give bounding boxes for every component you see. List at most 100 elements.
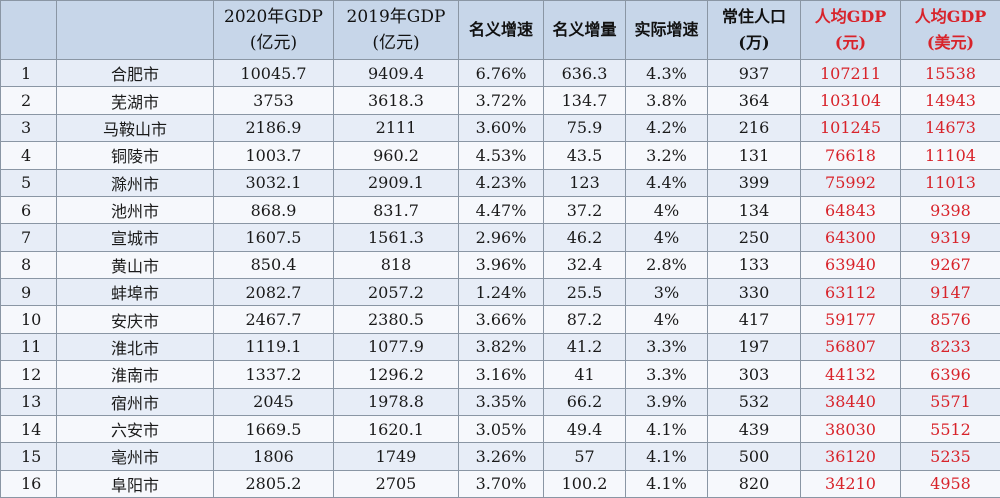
gdp-2019-cell: 1077.9 bbox=[333, 332, 459, 362]
per-capita-usd-cell: 11013 bbox=[900, 168, 1000, 197]
population-cell: 303 bbox=[707, 360, 801, 389]
gdp-2020-cell: 2186.9 bbox=[213, 113, 334, 143]
header-row: 2020年GDP (亿元) 2019年GDP (亿元) 名义增速 名义增量 实际… bbox=[0, 0, 1000, 60]
nominal-growth-cell: 3.60% bbox=[458, 113, 544, 143]
nominal-increase-cell: 41.2 bbox=[543, 332, 626, 362]
gdp-2019-cell: 1620.1 bbox=[333, 414, 459, 444]
city-cell: 合肥市 bbox=[56, 58, 214, 88]
population-cell: 133 bbox=[707, 250, 801, 280]
population-cell: 532 bbox=[707, 387, 801, 416]
gdp-2019-cell: 818 bbox=[333, 250, 459, 280]
table-row: 15 亳州市 1806 1749 3.26% 57 4.1% 500 36120 5235 bbox=[0, 442, 1000, 471]
gdp-2019-cell: 2380.5 bbox=[333, 305, 459, 334]
gdp-2019-cell: 2057.2 bbox=[333, 277, 459, 307]
per-capita-cny-cell: 75992 bbox=[800, 168, 901, 197]
gdp-2020-cell: 1337.2 bbox=[213, 360, 334, 389]
header-population-title: 常住人口 bbox=[721, 7, 786, 26]
table-row: 9 蚌埠市 2082.7 2057.2 1.24% 25.5 3% 330 63112 9147 bbox=[0, 277, 1000, 307]
nominal-increase-cell: 32.4 bbox=[543, 250, 626, 280]
per-capita-cny-cell: 34210 bbox=[800, 469, 901, 498]
per-capita-usd-cell: 5512 bbox=[900, 414, 1000, 444]
nominal-increase-cell: 636.3 bbox=[543, 58, 626, 88]
rank-cell: 16 bbox=[0, 469, 57, 498]
table-row: 10 安庆市 2467.7 2380.5 3.66% 87.2 4% 417 59177 8576 bbox=[0, 305, 1000, 334]
population-cell: 134 bbox=[707, 195, 801, 225]
city-cell: 蚌埠市 bbox=[56, 277, 214, 307]
header-per-capita-cny-unit: (元) bbox=[834, 33, 867, 52]
nominal-growth-cell: 3.96% bbox=[458, 250, 544, 280]
header-nominal-increase: 名义增量 bbox=[543, 0, 626, 60]
nominal-growth-cell: 3.05% bbox=[458, 414, 544, 444]
header-gdp-2020-unit: (亿元) bbox=[249, 33, 298, 53]
nominal-growth-cell: 3.26% bbox=[458, 442, 544, 471]
gdp-2019-cell: 1978.8 bbox=[333, 387, 459, 416]
rank-cell: 5 bbox=[0, 168, 57, 197]
table-row: 7 宣城市 1607.5 1561.3 2.96% 46.2 4% 250 64300 9319 bbox=[0, 223, 1000, 252]
header-population: 常住人口 (万) bbox=[707, 0, 801, 60]
per-capita-cny-cell: 56807 bbox=[800, 332, 901, 362]
gdp-2019-cell: 2705 bbox=[333, 469, 459, 498]
per-capita-usd-cell: 5235 bbox=[900, 442, 1000, 471]
city-cell: 安庆市 bbox=[56, 305, 214, 334]
nominal-growth-cell: 4.53% bbox=[458, 141, 544, 170]
gdp-2019-cell: 1749 bbox=[333, 442, 459, 471]
rank-cell: 1 bbox=[0, 58, 57, 88]
population-cell: 820 bbox=[707, 469, 801, 498]
per-capita-cny-cell: 101245 bbox=[800, 113, 901, 143]
nominal-growth-cell: 3.66% bbox=[458, 305, 544, 334]
table-row: 12 淮南市 1337.2 1296.2 3.16% 41 3.3% 303 44132 6396 bbox=[0, 360, 1000, 389]
table-row: 5 滁州市 3032.1 2909.1 4.23% 123 4.4% 399 75992 1101… bbox=[0, 168, 1000, 197]
gdp-2020-cell: 2467.7 bbox=[213, 305, 334, 334]
per-capita-usd-cell: 15538 bbox=[900, 58, 1000, 88]
gdp-2020-cell: 850.4 bbox=[213, 250, 334, 280]
header-population-unit: (万) bbox=[738, 33, 770, 52]
city-cell: 宿州市 bbox=[56, 387, 214, 416]
per-capita-cny-cell: 63940 bbox=[800, 250, 901, 280]
table-row: 2 芜湖市 3753 3618.3 3.72% 134.7 3.8% 364 103104 149… bbox=[0, 86, 1000, 115]
gdp-2020-cell: 2082.7 bbox=[213, 277, 334, 307]
rank-cell: 10 bbox=[0, 305, 57, 334]
gdp-2020-cell: 3753 bbox=[213, 86, 334, 115]
table-row: 8 黄山市 850.4 818 3.96% 32.4 2.8% 133 63940 9267 bbox=[0, 250, 1000, 280]
rank-cell: 11 bbox=[0, 332, 57, 362]
nominal-growth-cell: 3.82% bbox=[458, 332, 544, 362]
per-capita-cny-cell: 76618 bbox=[800, 141, 901, 170]
per-capita-usd-cell: 8576 bbox=[900, 305, 1000, 334]
table-row: 16 阜阳市 2805.2 2705 3.70% 100.2 4.1% 820 34210 495… bbox=[0, 469, 1000, 498]
table-body: 1 合肥市 10045.7 9409.4 6.76% 636.3 4.3% 937 107211… bbox=[0, 58, 1000, 498]
gdp-2020-cell: 1806 bbox=[213, 442, 334, 471]
per-capita-usd-cell: 4958 bbox=[900, 469, 1000, 498]
header-city bbox=[56, 0, 214, 60]
nominal-increase-cell: 37.2 bbox=[543, 195, 626, 225]
city-cell: 黄山市 bbox=[56, 250, 214, 280]
population-cell: 216 bbox=[707, 113, 801, 143]
city-cell: 池州市 bbox=[56, 195, 214, 225]
nominal-growth-cell: 3.72% bbox=[458, 86, 544, 115]
nominal-increase-cell: 75.9 bbox=[543, 113, 626, 143]
real-growth-cell: 4.4% bbox=[625, 168, 708, 197]
header-gdp-2020: 2020年GDP (亿元) bbox=[213, 0, 334, 60]
per-capita-usd-cell: 14673 bbox=[900, 113, 1000, 143]
nominal-increase-cell: 41 bbox=[543, 360, 626, 389]
per-capita-cny-cell: 63112 bbox=[800, 277, 901, 307]
real-growth-cell: 4.1% bbox=[625, 442, 708, 471]
city-cell: 淮北市 bbox=[56, 332, 214, 362]
nominal-growth-cell: 4.23% bbox=[458, 168, 544, 197]
header-gdp-2019-unit: (亿元) bbox=[372, 33, 420, 53]
table-row: 3 马鞍山市 2186.9 2111 3.60% 75.9 4.2% 216 101245 146… bbox=[0, 113, 1000, 143]
table-row: 6 池州市 868.9 831.7 4.47% 37.2 4% 134 64843 9398 bbox=[0, 195, 1000, 225]
rank-cell: 4 bbox=[0, 141, 57, 170]
gdp-2019-cell: 2909.1 bbox=[333, 168, 459, 197]
per-capita-usd-cell: 6396 bbox=[900, 360, 1000, 389]
gdp-2020-cell: 10045.7 bbox=[213, 58, 334, 88]
nominal-growth-cell: 2.96% bbox=[458, 223, 544, 252]
gdp-2019-cell: 2111 bbox=[333, 113, 459, 143]
per-capita-usd-cell: 9398 bbox=[900, 195, 1000, 225]
real-growth-cell: 3% bbox=[625, 277, 708, 307]
nominal-increase-cell: 100.2 bbox=[543, 469, 626, 498]
gdp-2020-cell: 1669.5 bbox=[213, 414, 334, 444]
rank-cell: 2 bbox=[0, 86, 57, 115]
nominal-increase-cell: 46.2 bbox=[543, 223, 626, 252]
nominal-growth-cell: 6.76% bbox=[458, 58, 544, 88]
per-capita-cny-cell: 44132 bbox=[800, 360, 901, 389]
